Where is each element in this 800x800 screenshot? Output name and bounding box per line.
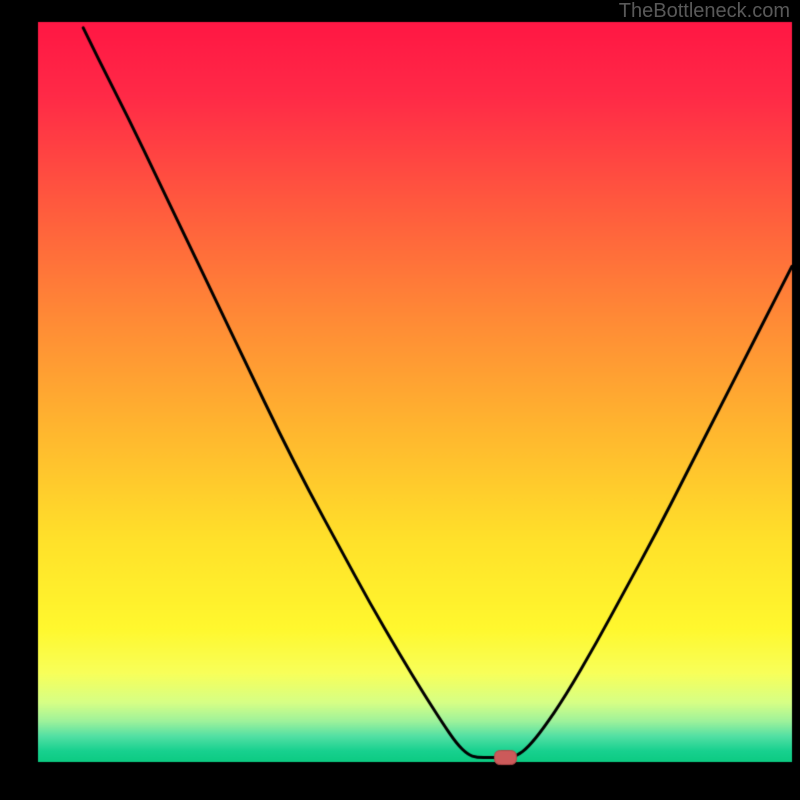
bottleneck-chart [0, 0, 800, 800]
watermark-text: TheBottleneck.com [619, 0, 790, 23]
